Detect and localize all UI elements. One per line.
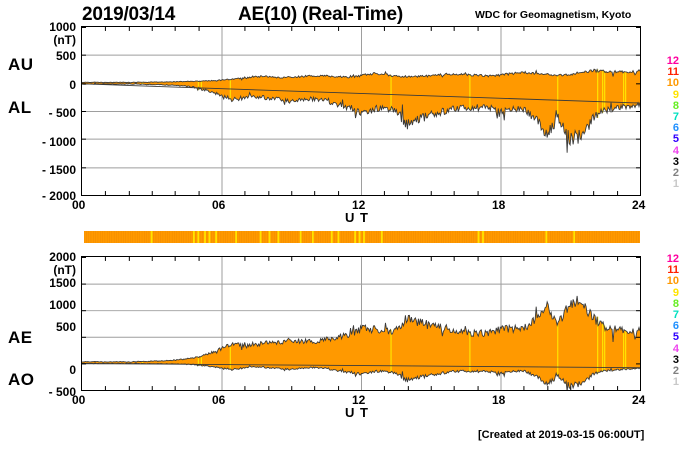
legend-level-6: 6 (672, 320, 679, 333)
bottom-y-axis-unit: (nT) (53, 263, 76, 277)
legend-level-10: 10 (666, 275, 679, 288)
legend-level-8: 8 (672, 297, 679, 310)
bottom-y-tick-1000: 1000 (49, 298, 76, 312)
top-x-tick-06: 06 (212, 198, 226, 212)
top-y-axis-unit: (nT) (53, 33, 76, 47)
legend-level-2: 2 (672, 167, 679, 180)
legend-level-7: 7 (672, 309, 679, 322)
series-label-ae: AE (8, 328, 33, 347)
bottom-plot-panel (81, 256, 641, 391)
series-label-ao: AO (8, 370, 35, 389)
top-x-tick-12: 12 (352, 198, 366, 212)
data-source-credit: WDC for Geomagnetism, Kyoto (475, 9, 632, 21)
legend-level-1: 1 (672, 376, 679, 389)
bottom-x-tick-24: 24 (632, 393, 646, 407)
legend-level-5: 5 (672, 133, 679, 146)
legend-level-5: 5 (672, 331, 679, 344)
bottom-x-tick-06: 06 (212, 393, 226, 407)
legend-level-9: 9 (672, 286, 679, 299)
activity-level-legend-top: 12 11 10 9 8 7 6 5 4 3 2 1 (655, 55, 679, 191)
bottom-y-tick-0: 0 (69, 363, 76, 377)
top-y-tick-500: 500 (55, 49, 76, 63)
activity-colorbar (84, 231, 640, 243)
bottom-x-tick-00: 00 (72, 393, 86, 407)
top-y-axis-max-label: 1000 (49, 20, 76, 34)
top-y-tick-neg1000: - 1000 (41, 135, 76, 149)
legend-level-1: 1 (672, 178, 679, 191)
legend-level-11: 11 (667, 66, 679, 79)
legend-level-12: 12 (666, 55, 679, 67)
legend-level-3: 3 (672, 353, 679, 366)
series-label-al: AL (8, 98, 32, 117)
bottom-x-tick-18: 18 (492, 393, 506, 407)
page-title: AE(10) (Real-Time) (238, 4, 403, 25)
legend-level-4: 4 (672, 342, 679, 355)
activity-level-legend-bottom: 12 11 10 9 8 7 6 5 4 3 2 1 (655, 253, 679, 389)
bottom-y-tick-1500: 1500 (49, 276, 76, 290)
legend-level-8: 8 (672, 99, 679, 112)
legend-level-12: 12 (666, 253, 679, 265)
top-plot-panel (81, 26, 641, 196)
legend-level-3: 3 (672, 155, 679, 168)
legend-level-7: 7 (672, 111, 679, 124)
bottom-x-axis-title: U T (345, 405, 369, 420)
top-x-axis-title: U T (345, 210, 369, 225)
bottom-x-tick-12: 12 (352, 393, 366, 407)
top-x-tick-24: 24 (632, 198, 646, 212)
legend-level-9: 9 (672, 88, 679, 101)
top-y-tick-neg2000: - 2000 (41, 189, 76, 203)
activity-colorbar-svg (84, 231, 640, 243)
top-y-tick-neg1500: - 1500 (41, 163, 76, 177)
plot-date: 2019/03/14 (82, 4, 176, 25)
legend-level-10: 10 (666, 77, 679, 90)
top-y-tick-neg500: - 500 (48, 106, 76, 120)
bottom-y-axis-max-label: 2000 (49, 250, 76, 264)
top-x-tick-18: 18 (492, 198, 506, 212)
au-al-plot-svg (82, 27, 640, 195)
bottom-y-tick-neg500: - 500 (48, 385, 76, 399)
legend-level-2: 2 (672, 365, 679, 378)
ae-ao-plot-svg (82, 257, 640, 390)
legend-level-11: 11 (667, 264, 679, 277)
top-y-tick-0: 0 (69, 78, 76, 92)
creation-timestamp: [Created at 2019-03-15 06:00UT] (478, 429, 645, 441)
legend-level-4: 4 (672, 144, 679, 157)
series-label-au: AU (8, 55, 34, 74)
bottom-y-tick-500: 500 (55, 320, 76, 334)
top-x-tick-00: 00 (72, 198, 86, 212)
legend-level-6: 6 (672, 122, 679, 135)
